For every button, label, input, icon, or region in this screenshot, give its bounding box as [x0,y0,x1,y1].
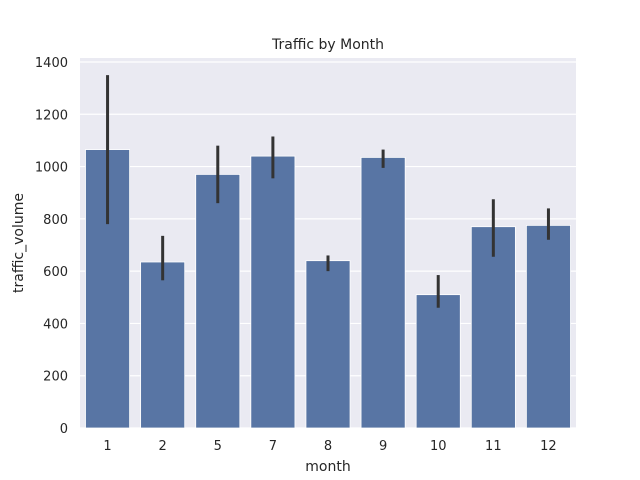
x-axis-label: month [305,459,350,475]
x-tick-label: 7 [269,439,277,454]
bar-7 [250,155,296,429]
x-tick-label: 2 [159,439,167,454]
error-bars [106,75,550,308]
y-tick-label: 800 [43,213,68,228]
bar-11 [470,226,516,429]
chart-title: Traffic by Month [271,37,384,53]
y-tick-label: 400 [43,317,68,332]
bar-12 [526,224,571,429]
bar-9 [360,157,406,429]
bar-2 [140,261,186,429]
x-tick-label: 1 [103,439,111,454]
y-tick-labels: 0 200 400 600 800 1000 1200 1400 [35,56,68,437]
x-tick-label: 12 [540,439,557,454]
y-tick-label: 1000 [35,161,68,176]
x-tick-label: 9 [379,439,387,454]
y-tick-label: 1400 [35,56,68,71]
x-tick-label: 11 [485,439,502,454]
bar-10 [415,294,461,429]
y-tick-label: 200 [43,370,68,385]
x-tick-labels: 1 2 5 7 8 9 10 11 12 [103,439,556,454]
y-axis-label: traffic_volume [11,193,27,293]
y-tick-label: 600 [43,265,68,280]
x-tick-label: 8 [324,439,332,454]
bars [85,149,571,429]
x-tick-label: 10 [430,439,447,454]
y-tick-label: 1200 [35,108,68,123]
bar-8 [305,260,351,429]
x-tick-label: 5 [214,439,222,454]
bar-5 [195,174,241,429]
y-tick-label: 0 [60,422,68,437]
